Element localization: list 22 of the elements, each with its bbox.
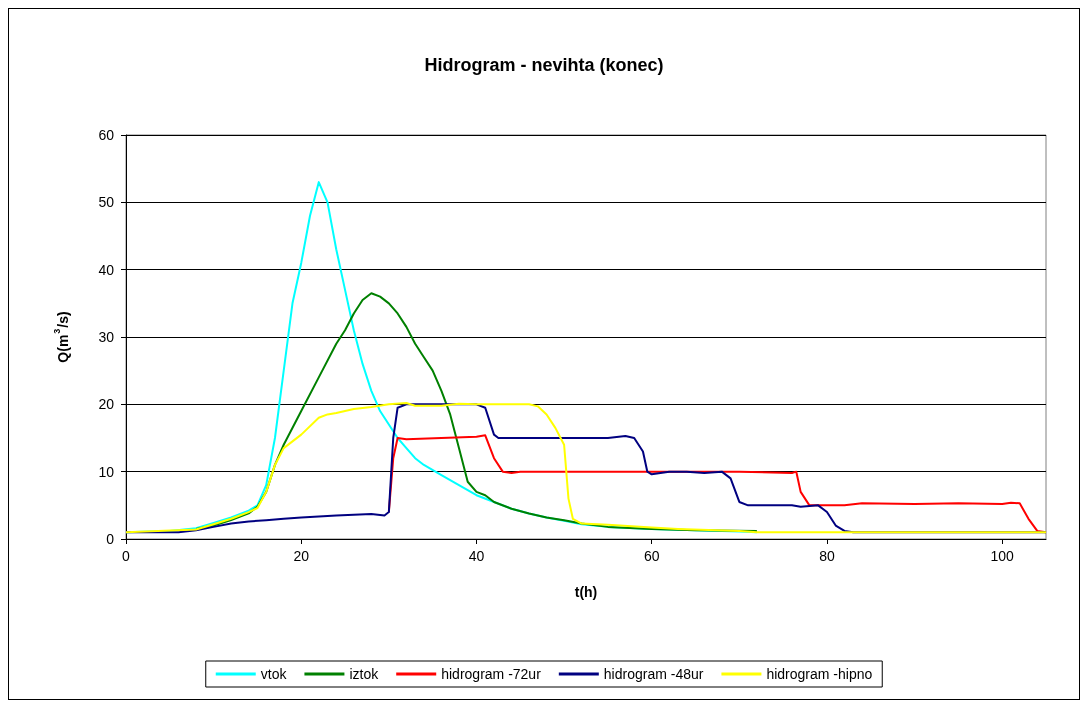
y-tick-label: 0 [106,531,115,547]
line-series [195,292,758,532]
x-tick-label: 0 [122,548,131,564]
x-tick-label: 80 [819,548,835,564]
legend-label: hidrogram -48ur [603,666,704,682]
legend-label: vtok [260,666,288,682]
x-tick-label: 20 [293,548,310,564]
x-tick-label: 40 [468,548,485,564]
y-tick-label: 40 [98,261,115,278]
chart-title: Hidrogram - nevihta (konec) [424,55,664,75]
y-tick-label: 60 [98,127,115,143]
legend-label: hidrogram -hipno [766,666,873,682]
y-tick-label: 50 [98,194,115,211]
legend-label: iztok [349,666,380,682]
y-tick-label: 10 [98,463,115,480]
y-axis-title: Q(m3/s) [51,311,71,363]
y-tick-label: 20 [98,396,115,413]
x-tick-label: 60 [643,548,660,564]
legend-label: hidrogram -72ur [441,666,542,682]
x-axis-title: t(h) [574,584,598,600]
y-tick-label: 30 [98,329,115,345]
x-tick-label: 100 [990,548,1015,564]
